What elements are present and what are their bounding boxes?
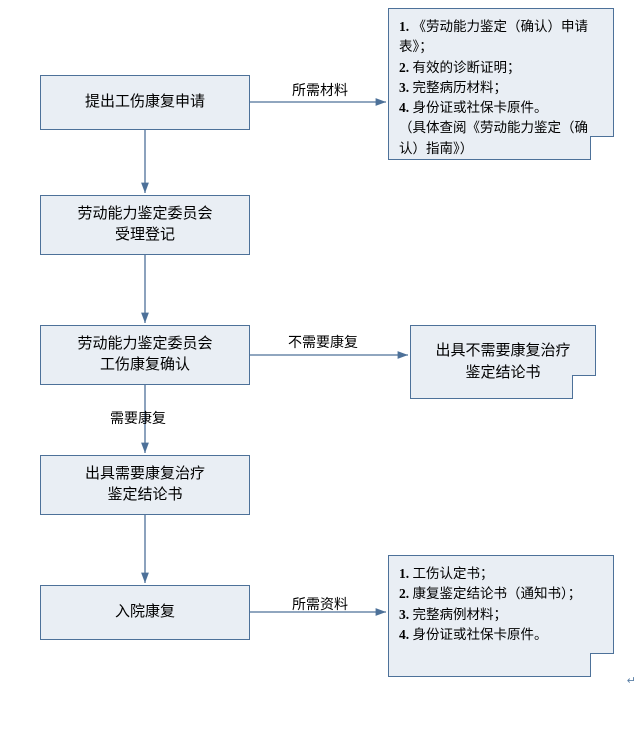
edge-label-materials-top: 所需材料 [292, 80, 348, 100]
connectors [0, 0, 640, 742]
edge-label-no-need: 不需要康复 [288, 332, 358, 352]
page-return-mark: ↵ [627, 674, 636, 687]
edge-label-materials-bottom: 所需资料 [292, 594, 348, 614]
edge-label-need: 需要康复 [110, 408, 166, 428]
